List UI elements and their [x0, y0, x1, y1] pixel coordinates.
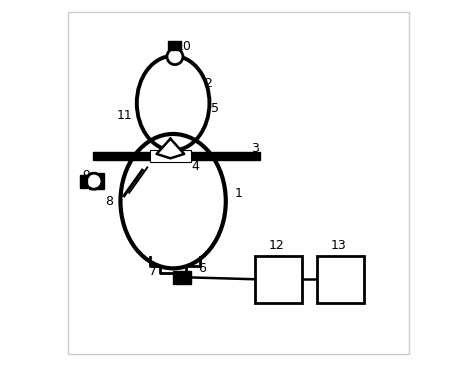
Bar — [191, 152, 260, 160]
Circle shape — [86, 173, 102, 189]
Text: 7: 7 — [149, 265, 157, 279]
Text: 10: 10 — [175, 40, 191, 53]
Text: 6: 6 — [198, 262, 206, 275]
Text: 1: 1 — [234, 187, 242, 201]
Bar — [168, 41, 181, 51]
Text: 11: 11 — [116, 109, 132, 122]
Text: 8: 8 — [105, 195, 113, 208]
Text: 12: 12 — [268, 239, 284, 252]
Text: 13: 13 — [330, 239, 346, 252]
Bar — [173, 271, 191, 284]
Bar — [89, 173, 104, 189]
Text: 2: 2 — [203, 76, 211, 90]
Bar — [80, 175, 87, 188]
Bar — [254, 255, 301, 303]
Bar — [93, 152, 149, 160]
Text: 5: 5 — [210, 102, 218, 115]
Text: 4: 4 — [190, 160, 198, 173]
Bar — [149, 150, 191, 162]
Bar — [316, 255, 363, 303]
Text: 3: 3 — [250, 142, 258, 155]
Circle shape — [167, 49, 182, 64]
Polygon shape — [156, 139, 184, 158]
Text: 9: 9 — [82, 169, 90, 182]
